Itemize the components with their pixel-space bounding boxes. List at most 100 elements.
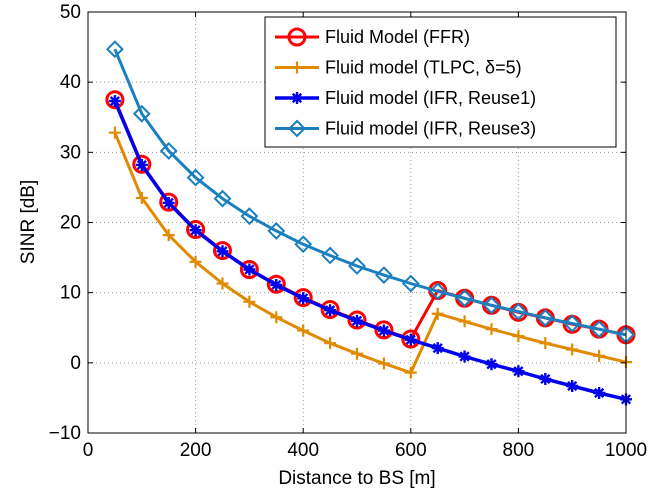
asterisk-marker: [324, 304, 337, 317]
plus-marker: [291, 61, 303, 74]
plus-marker: [189, 255, 202, 268]
asterisk-marker: [189, 224, 202, 237]
series-line: [113, 132, 627, 375]
legend-label: Fluid Model (FFR): [325, 27, 470, 47]
plus-marker: [512, 330, 525, 343]
plus-marker: [431, 307, 444, 320]
asterisk-marker: [512, 365, 525, 378]
diamond-marker: [132, 104, 151, 123]
diamond-marker: [213, 189, 232, 208]
y-tick-label: 0: [70, 353, 81, 374]
asterisk-marker: [135, 158, 148, 171]
circle-marker: [159, 192, 179, 212]
y-tick-label: 20: [60, 213, 81, 234]
diamond-marker: [348, 257, 366, 275]
legend-box: [264, 16, 617, 148]
y-tick-label: 50: [60, 2, 81, 23]
diamond-marker: [509, 302, 528, 321]
diamond-marker: [536, 309, 555, 327]
asterisk-marker: [291, 92, 303, 104]
diamond-marker: [482, 296, 501, 315]
plus-marker: [162, 229, 175, 242]
circle-marker: [132, 154, 152, 174]
y-tick-label: 10: [60, 283, 81, 304]
asterisk-marker: [431, 342, 444, 355]
asterisk-marker: [108, 95, 121, 108]
diamond-marker: [590, 320, 609, 339]
diamond-marker: [563, 314, 582, 333]
plus-marker: [566, 343, 579, 356]
legend-label: Fluid model (IFR, Reuse3): [325, 119, 536, 139]
asterisk-marker: [297, 292, 310, 305]
asterisk-marker: [243, 263, 256, 276]
plus-marker: [243, 295, 256, 308]
diamond-marker: [159, 142, 178, 160]
legend-entry: Fluid model (IFR, Reuse1): [275, 88, 536, 108]
circle-marker: [320, 300, 340, 320]
plus-marker: [216, 277, 229, 290]
asterisk-marker: [593, 387, 606, 400]
legend-entry: Fluid model (TLPC, δ=5): [275, 58, 522, 78]
y-axis-label: SINR [dB]: [18, 180, 39, 264]
x-tick-label: 800: [503, 440, 535, 461]
asterisk-marker: [404, 333, 417, 346]
plus-marker: [351, 347, 363, 360]
diamond-marker: [321, 246, 340, 265]
plus-marker: [458, 315, 471, 328]
y-tick-label: −10: [49, 423, 81, 444]
axis-ticks: [87, 11, 627, 434]
diamond-marker: [288, 119, 306, 138]
asterisk-marker: [458, 350, 471, 363]
series-asterisk: [108, 95, 632, 406]
circle-marker: [401, 329, 421, 349]
asterisk-marker: [162, 196, 175, 209]
x-tick-label: 200: [180, 440, 212, 461]
plus-marker: [297, 324, 310, 337]
plus-marker: [485, 323, 498, 336]
x-axis-label: Distance to BS [m]: [278, 468, 435, 489]
plus-marker: [593, 349, 606, 362]
circle-marker: [186, 220, 206, 240]
asterisk-marker: [485, 358, 498, 371]
x-tick-label: 400: [287, 440, 319, 461]
x-tick-label: 600: [395, 440, 427, 461]
circle-marker: [347, 310, 367, 330]
diamond-marker: [294, 235, 313, 254]
circle-marker: [213, 241, 232, 261]
asterisk-marker: [216, 245, 229, 258]
circle-marker: [287, 27, 307, 47]
diamond-marker: [428, 282, 447, 301]
y-tick-label: 40: [60, 72, 81, 93]
circle-marker: [239, 260, 259, 280]
asterisk-marker: [377, 324, 390, 337]
legend-entry: Fluid model (IFR, Reuse3): [275, 119, 536, 139]
diamond-marker: [455, 289, 474, 308]
x-tick-label: 1000: [605, 440, 647, 461]
legend: Fluid Model (FFR) Fluid model (TLPC, δ=5)…: [264, 16, 617, 148]
circle-marker: [266, 274, 286, 294]
diamond-marker: [186, 168, 205, 187]
asterisk-marker: [566, 379, 579, 392]
plus-marker: [108, 126, 121, 139]
diamond-marker: [105, 40, 124, 59]
x-tick-label: 0: [83, 440, 94, 461]
diamond-marker: [401, 274, 420, 293]
circle-marker: [293, 288, 313, 308]
asterisk-marker: [539, 372, 552, 385]
asterisk-marker: [351, 314, 363, 327]
circle-marker: [105, 90, 125, 110]
legend-label: Fluid model (IFR, Reuse1): [325, 88, 536, 108]
circle-marker: [374, 320, 394, 340]
diamond-marker: [267, 222, 286, 240]
diamond-marker: [240, 207, 259, 226]
plus-marker: [539, 337, 552, 350]
plus-marker: [404, 366, 417, 379]
legend-entry: Fluid Model (FFR): [275, 27, 470, 47]
plus-marker: [135, 191, 148, 204]
diamond-marker: [374, 266, 393, 285]
plus-marker: [270, 311, 283, 324]
plus-marker: [377, 357, 390, 370]
y-tick-label: 30: [60, 142, 81, 163]
